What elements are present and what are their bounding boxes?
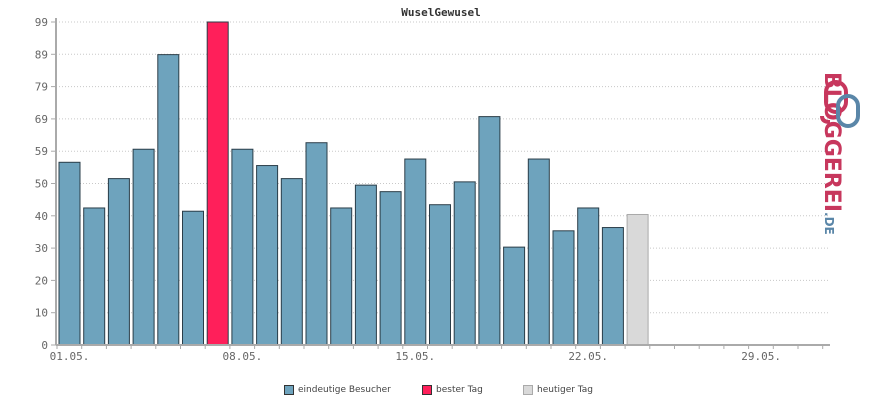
- bar: [453, 181, 476, 346]
- bar: [280, 178, 303, 346]
- bar: [83, 207, 106, 346]
- x-tick-label: 08.05.: [223, 350, 263, 363]
- x-tick-label: 15.05.: [395, 350, 435, 363]
- bar: [132, 148, 155, 346]
- legend-item-eindeutige-besucher: eindeutige Besucher: [284, 385, 391, 395]
- legend: eindeutige Besucher bester Tag heutiger …: [0, 385, 870, 399]
- legend-swatch: [523, 385, 533, 395]
- bar: [305, 142, 328, 346]
- y-tick-label: 10: [35, 307, 48, 320]
- y-tick-label: 0: [41, 339, 48, 352]
- y-tick-label: 79: [35, 81, 48, 94]
- bar: [231, 148, 254, 346]
- bar: [107, 178, 130, 346]
- x-tick-label: 29.05.: [741, 350, 781, 363]
- legend-item-heutiger-tag: heutiger Tag: [523, 385, 593, 395]
- bar: [58, 161, 81, 346]
- y-tick-label: 50: [35, 178, 48, 191]
- bar: [626, 213, 649, 346]
- x-tick-label: 01.05.: [50, 350, 90, 363]
- bar: [157, 54, 180, 346]
- y-tick-label: 99: [35, 16, 48, 29]
- bar: [182, 210, 204, 346]
- bloggerei-logo-icon: [820, 80, 860, 128]
- chart-title: WuselGewusel: [401, 6, 480, 19]
- bar: [577, 207, 600, 346]
- bar: [404, 158, 427, 346]
- y-tick-label: 40: [35, 210, 48, 223]
- legend-item-bester-tag: bester Tag: [422, 385, 483, 395]
- bar: [527, 158, 550, 346]
- x-tick-label: 22.05.: [568, 350, 608, 363]
- y-tick-label: 69: [35, 113, 48, 126]
- bar: [503, 246, 526, 346]
- bar: [601, 227, 624, 346]
- bar: [256, 165, 279, 346]
- legend-swatch: [284, 385, 294, 395]
- bar: [354, 184, 377, 346]
- legend-swatch: [422, 385, 432, 395]
- bar: [330, 207, 353, 346]
- bar: [379, 191, 402, 346]
- y-tick-label: 20: [35, 274, 48, 287]
- y-tick-label: 30: [35, 242, 48, 255]
- bar: [552, 230, 575, 346]
- y-tick-label: 89: [35, 48, 48, 61]
- axes: 0 10 20 30 40 50 59 69 79 89 99 01.05. 08.05. 15.05. 2…: [35, 16, 830, 363]
- bar: [478, 116, 501, 346]
- bar: [429, 204, 451, 346]
- y-tick-label: 59: [35, 145, 48, 158]
- bar: [206, 21, 229, 346]
- bars: [58, 21, 649, 346]
